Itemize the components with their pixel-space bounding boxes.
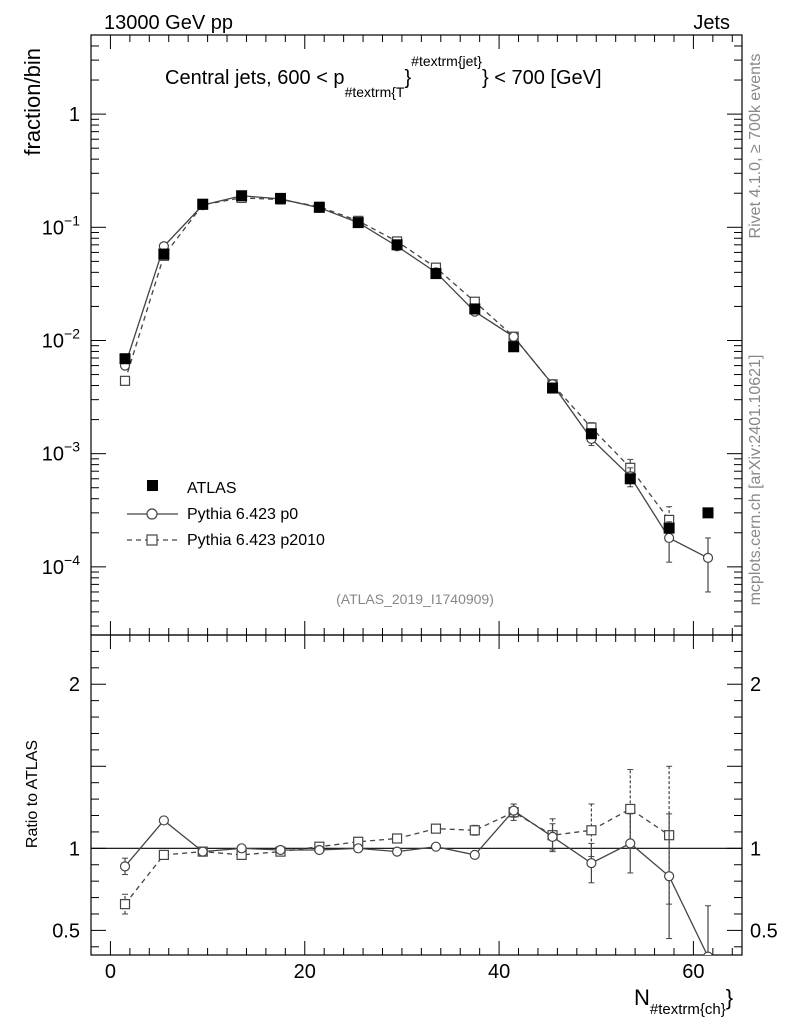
y-tick-label: 10−1 (42, 212, 80, 239)
ratio-tick-label-left: 2 (69, 674, 80, 696)
y-tick-label: 1 (69, 104, 80, 126)
atlas-point (547, 382, 559, 394)
x-tick-label: 0 (105, 961, 116, 983)
tick-labels: 0 20 40 60 10−4 10−3 10−2 10−1 1 0.5 1 2… (42, 104, 778, 983)
x-tick-label: 60 (682, 961, 704, 983)
atlas-point (624, 473, 636, 485)
legend-p2010-marker (146, 534, 158, 546)
atlas-point (585, 428, 597, 440)
ratio-plot-frame (90, 634, 743, 956)
p0-ratio-point (119, 861, 131, 872)
atlas-point (430, 268, 442, 280)
p0-ratio-point (703, 951, 713, 955)
atlas-point (158, 248, 170, 260)
p0-ratio-line (124, 809, 708, 955)
atlas-point (663, 522, 675, 534)
ratio-tick-label-right: 0.5 (750, 920, 778, 942)
atlas-point (702, 507, 714, 519)
p0-ratio-point (197, 846, 208, 857)
ratio-panel-marks (91, 765, 742, 955)
plot-title: Central jets, 600 < p#textrm{T}#textrm{j… (165, 53, 602, 100)
p2010-ratio-point (119, 899, 131, 910)
atlas-point (508, 341, 520, 353)
atlas-point (119, 353, 131, 365)
energy-label: 13000 GeV pp (104, 12, 233, 34)
p0-ratio-point (508, 805, 519, 816)
p0-ratio-point (469, 849, 480, 860)
p0-point (702, 552, 714, 563)
p0-ratio-point (353, 843, 364, 854)
p2010-ratio-point (469, 825, 480, 836)
legend-atlas-label: ATLAS (187, 480, 237, 497)
ratio-tick-label-left: 1 (69, 838, 80, 860)
legend-p2010-label: Pythia 6.423 p2010 (187, 532, 325, 549)
atlas-point (391, 239, 403, 251)
mcplots-label: mcplots.cern.ch [arXiv:2401.10621] (747, 355, 764, 606)
x-tick-label: 40 (488, 961, 510, 983)
legend: ATLAS Pythia 6.423 p0 Pythia 6.423 p2010 (127, 480, 325, 549)
analysis-watermark: (ATLAS_2019_I1740909) (336, 591, 494, 607)
rivet-label: Rivet 4.1.0, ≥ 700k events (747, 54, 764, 239)
y-tick-label: 10−2 (42, 325, 80, 352)
p0-ratio-point (625, 838, 636, 849)
legend-atlas-marker (147, 480, 158, 491)
p0-ratio-point (664, 871, 675, 882)
p0-ratio-point (586, 858, 597, 869)
ratio-tick-label-left: 0.5 (52, 920, 80, 942)
y-tick-label: 10−4 (42, 552, 80, 579)
main-panel-marks (119, 190, 714, 593)
p0-line (124, 195, 709, 559)
p0-ratio-point (275, 844, 286, 856)
atlas-point (469, 303, 481, 315)
ratio-y-axis-label: Ratio to ATLAS (24, 740, 41, 848)
p0-ratio-point (391, 846, 403, 857)
p2010-ratio-point (586, 825, 597, 836)
jets-label: Jets (693, 12, 730, 34)
p0-ratio-point (430, 841, 442, 852)
p2010-ratio-point (391, 833, 403, 844)
legend-p0-label: Pythia 6.423 p0 (187, 506, 298, 523)
p2010-ratio-point (430, 823, 442, 834)
p0-point (664, 532, 675, 544)
p0-point (508, 331, 519, 342)
p0-ratio-point (236, 843, 247, 854)
atlas-point (352, 217, 364, 229)
atlas-point (313, 201, 325, 213)
p2010-point (119, 375, 131, 386)
x-axis-label: N#textrm{ch}} (634, 985, 733, 1018)
p0-ratio-point (547, 831, 558, 842)
y-tick-label: 10−3 (42, 439, 80, 466)
legend-p0-marker (146, 508, 158, 520)
p0-ratio-point (158, 815, 169, 826)
y-axis-label: fraction/bin (20, 48, 45, 156)
p0-ratio-point (314, 844, 325, 856)
atlas-point (236, 190, 248, 202)
ratio-tick-label-right: 2 (750, 674, 761, 696)
atlas-point (197, 198, 209, 210)
atlas-point (274, 192, 286, 204)
ratio-tick-label-right: 1 (750, 838, 761, 860)
data-marks (91, 190, 742, 955)
axis-ticks (91, 34, 742, 955)
p2010-ratio-point (625, 803, 636, 815)
x-tick-label: 20 (294, 961, 316, 983)
p2010-ratio-point (158, 849, 169, 860)
